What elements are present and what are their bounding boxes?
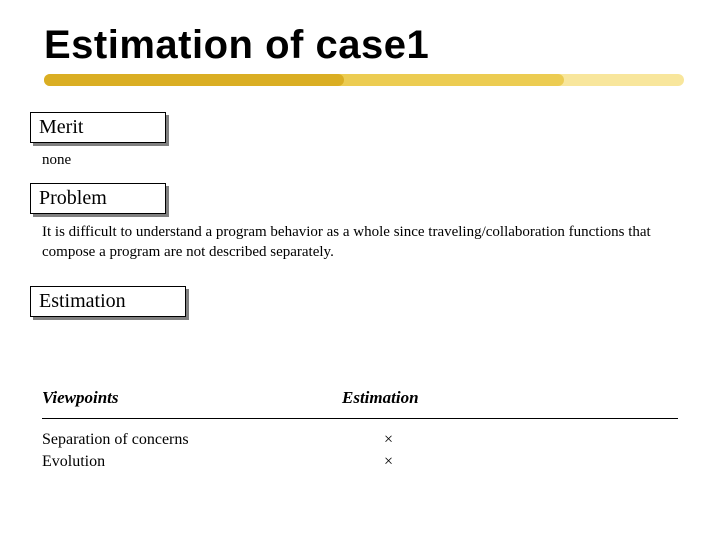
table-cell-viewpoint: Evolution bbox=[42, 451, 342, 473]
page-title: Estimation of case1 bbox=[44, 24, 676, 72]
table-row: Evolution × bbox=[42, 451, 678, 473]
section-label-merit: Merit bbox=[39, 116, 83, 138]
table-header-row: Viewpoints Estimation bbox=[42, 388, 678, 408]
section-label-problem: Problem bbox=[39, 187, 107, 209]
table-cell-viewpoint: Separation of concerns bbox=[42, 429, 342, 451]
section-label-estimation: Estimation bbox=[39, 290, 126, 312]
section-box-estimation: Estimation bbox=[30, 286, 186, 317]
section-box-problem: Problem bbox=[30, 183, 166, 214]
problem-body: It is difficult to understand a program … bbox=[42, 222, 678, 263]
merit-body: none bbox=[42, 150, 71, 170]
table-row: Separation of concerns × bbox=[42, 429, 678, 451]
table-cell-mark: × bbox=[342, 451, 584, 473]
table-rule bbox=[42, 418, 678, 419]
table-header-estimation: Estimation bbox=[342, 388, 542, 408]
title-underline bbox=[44, 74, 684, 86]
table-cell-mark: × bbox=[342, 429, 584, 451]
estimation-table: Viewpoints Estimation Separation of conc… bbox=[42, 388, 678, 472]
section-box-merit: Merit bbox=[30, 112, 166, 143]
title-wrap: Estimation of case1 bbox=[44, 24, 676, 72]
underline-seg-2 bbox=[44, 74, 344, 86]
slide: Estimation of case1 Merit none Problem I… bbox=[0, 0, 720, 540]
table-header-viewpoints: Viewpoints bbox=[42, 388, 342, 408]
